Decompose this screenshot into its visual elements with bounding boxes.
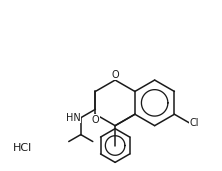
Text: HCl: HCl [13,143,32,154]
Text: HN: HN [66,113,81,123]
Text: Cl: Cl [190,118,199,128]
Text: O: O [91,115,99,125]
Text: O: O [111,70,119,80]
